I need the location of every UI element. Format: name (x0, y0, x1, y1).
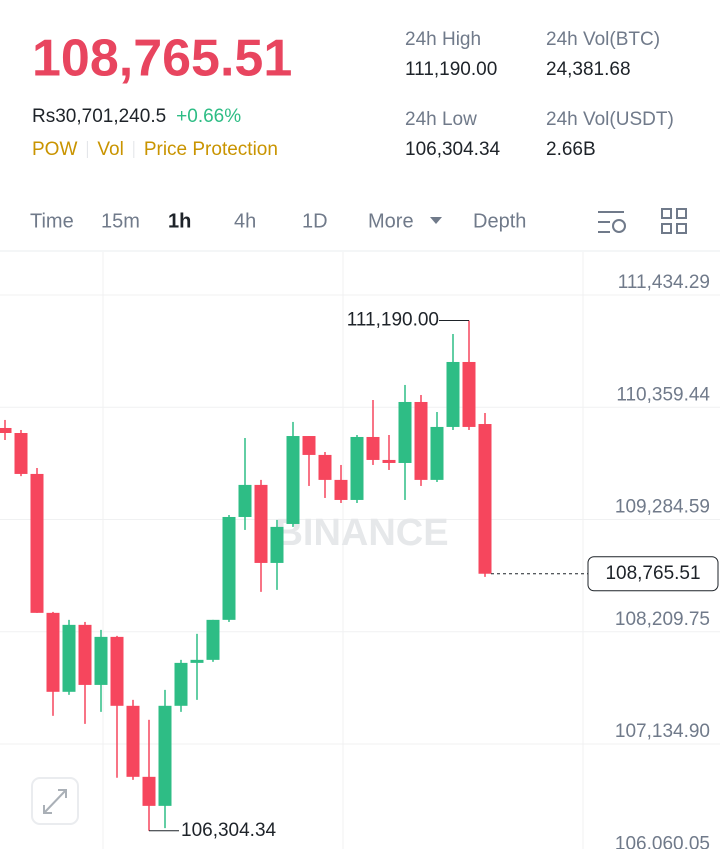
price-change: +0.66% (176, 106, 241, 127)
tab[interactable]: Time (30, 210, 74, 232)
candle-body (446, 361, 460, 427)
stats: 24h High 111,190.00 24h Vol(BTC) 24,381.68 2… (405, 29, 674, 160)
candle-body (174, 662, 188, 706)
expand-button[interactable] (31, 777, 79, 825)
stat-value: 2.66B (546, 139, 596, 160)
more-caret (430, 217, 442, 224)
stat-label: 24h High (405, 29, 481, 50)
tag-row: POW Vol Price Protection (32, 139, 278, 160)
last-price: 108,765.51 (32, 30, 292, 88)
candle-body (94, 636, 108, 685)
candle-body (190, 659, 204, 663)
candle-body (62, 624, 76, 692)
grid: 111,434.29 110,359.44 109,284.59 108,209.75… (0, 272, 720, 849)
stat-value: 106,304.34 (405, 139, 501, 160)
candle-body (398, 401, 412, 463)
candle-body (318, 454, 332, 480)
candle-body (126, 705, 140, 777)
candle-body (334, 479, 348, 500)
candle-body (254, 484, 268, 563)
vertical-grid (102, 252, 584, 849)
candle-body (30, 473, 44, 613)
tab[interactable]: 4h (234, 210, 256, 232)
candle-body (158, 705, 172, 806)
stat-label: 24h Vol(BTC) (546, 29, 660, 50)
candle-body (46, 612, 60, 692)
interval-tabs: Time 15m 1h 4h 1D More Depth (30, 210, 526, 232)
candle-body (350, 436, 364, 500)
high-annotation: 111,190.00 (347, 310, 439, 331)
settings-icon[interactable] (598, 211, 626, 233)
low-annotation: 106,304.34 (181, 820, 277, 841)
tab[interactable]: 1D (302, 210, 328, 232)
candle-body (462, 361, 476, 427)
tab[interactable]: More (368, 210, 414, 232)
candle-body (430, 426, 444, 480)
watermark: BINANCE (275, 512, 448, 554)
y-tick-label: 109,284.59 (615, 497, 710, 518)
candle-body (206, 619, 220, 660)
y-tick-label: 107,134.90 (615, 721, 710, 742)
candle-body (238, 484, 252, 517)
candle-body (0, 427, 12, 434)
candle-body (478, 424, 492, 574)
tag: Vol (97, 139, 123, 160)
fiat-price: Rs30,701,240.5 (32, 106, 166, 127)
stat-label: 24h Low (405, 109, 477, 130)
tag: POW (32, 139, 77, 160)
candle-body (142, 776, 156, 806)
candle-body (302, 436, 316, 455)
y-tick-label: 106,060.05 (615, 833, 710, 849)
candle-body (110, 636, 124, 706)
candle-body (414, 401, 428, 480)
tag: Price Protection (144, 139, 278, 160)
tab[interactable]: 15m (101, 210, 140, 232)
candle-body (366, 436, 380, 460)
last-price-box (587, 556, 719, 592)
plot: 111,190.00 106,304.34 108,765.51 (0, 310, 719, 841)
tab[interactable]: 1h (168, 210, 191, 232)
stat-label: 24h Vol(USDT) (546, 109, 674, 130)
candle-body (14, 433, 28, 474)
candle-body (382, 459, 396, 463)
y-tick-label: 110,359.44 (616, 384, 710, 405)
stat-value: 111,190.00 (405, 59, 497, 80)
y-tick-label: 108,209.75 (615, 609, 710, 630)
tab[interactable]: Depth (473, 210, 526, 232)
candle-body (286, 436, 300, 524)
stat-value: 24,381.68 (546, 59, 631, 80)
last-price-label: 108,765.51 (605, 563, 700, 584)
candle-body (78, 624, 92, 685)
candle-body (222, 516, 236, 620)
candle-body (270, 526, 284, 563)
y-tick-label: 111,434.29 (618, 272, 710, 293)
layout-icon[interactable] (661, 208, 687, 234)
